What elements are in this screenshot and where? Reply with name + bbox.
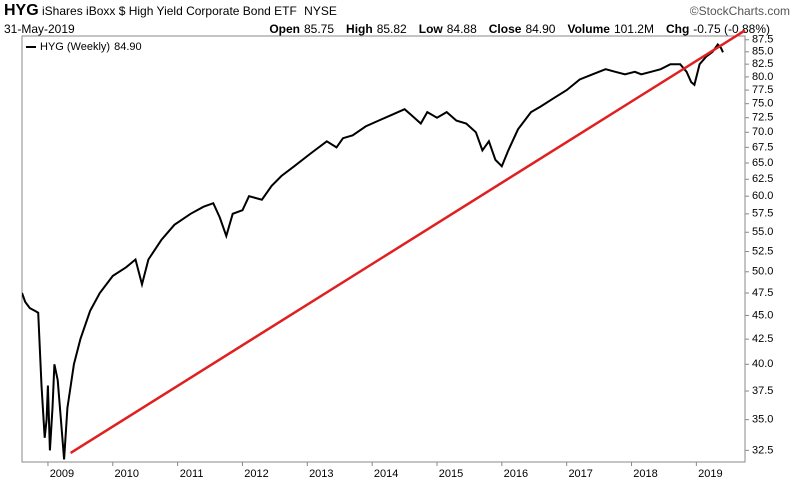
y-tick-label: 75.0 [752,98,773,110]
y-tick-label: 77.5 [752,84,773,96]
y-tick-label: 80.0 [752,71,773,83]
quote-label: High [346,22,373,36]
quote-value: 84.88 [446,22,477,36]
y-tick-label: 72.5 [752,112,773,124]
x-tick-label: 2011 [180,468,204,480]
x-tick-label: 2012 [244,468,268,480]
quote-value: 84.90 [525,22,556,36]
y-tick-label: 57.5 [752,208,773,220]
exchange: NYSE [304,4,337,18]
y-tick-label: 67.5 [752,141,773,153]
legend-value: 84.90 [114,41,142,53]
x-tick-label: 2017 [568,468,592,480]
y-tick-label: 55.0 [752,226,773,238]
x-tick-label: 2018 [633,468,657,480]
quote-value: -0.75 (-0.88%) [693,22,770,36]
y-tick-label: 45.0 [752,309,773,321]
trendline [69,29,746,454]
y-tick-label: 35.0 [752,414,773,426]
quote-label: Open [269,22,300,36]
x-tick-label: 2019 [698,468,722,480]
x-tick-label: 2010 [115,468,139,480]
y-tick-label: 70.0 [752,126,773,138]
quote: Open 85.75 High 85.82 Low 84.88 Close 84.90 Volu… [261,22,770,36]
x-tick-label: 2014 [374,468,398,480]
y-tick-label: 60.0 [752,190,773,202]
symbol: HYG [4,2,39,19]
price-line [22,42,724,460]
plot-frame [21,35,746,463]
x-tick-label: 2016 [504,468,528,480]
quote-label: Volume [567,22,610,36]
y-tick-label: 40.0 [752,358,773,370]
date: 31-May-2019 [4,22,75,36]
y-tick-label: 32.5 [752,444,773,456]
x-tick-label: 2013 [309,468,333,480]
legend-name: HYG (Weekly) [40,41,110,53]
title-line: HYG iShares iBoxx $ High Yield Corporate… [4,2,337,20]
legend-label: HYG (Weekly) 84.90 [40,41,142,53]
y-tick-label: 85.0 [752,46,773,58]
x-tick-label: 2015 [439,468,463,480]
quote-value: 85.82 [376,22,407,36]
x-tick-label: 2009 [50,468,74,480]
y-tick-label: 47.5 [752,287,773,299]
y-tick-label: 62.5 [752,173,773,185]
y-tick-label: 37.5 [752,385,773,397]
quote-value: 85.75 [304,22,335,36]
y-tick-label: 50.0 [752,266,773,278]
y-tick-label: 82.5 [752,58,773,70]
plot-clip [22,42,724,460]
source: ©StockCharts.com [689,4,790,18]
quote-value: 101.2M [613,22,654,36]
y-tick-label: 87.5 [752,34,773,46]
y-tick-label: 65.0 [752,157,773,169]
quote-label: Chg [665,22,690,36]
quote-label: Low [418,22,443,36]
y-tick-label: 42.5 [752,333,773,345]
y-tick-label: 52.5 [752,245,773,257]
quote-label: Close [488,22,522,36]
security-name: iShares iBoxx $ High Yield Corporate Bon… [42,4,297,18]
